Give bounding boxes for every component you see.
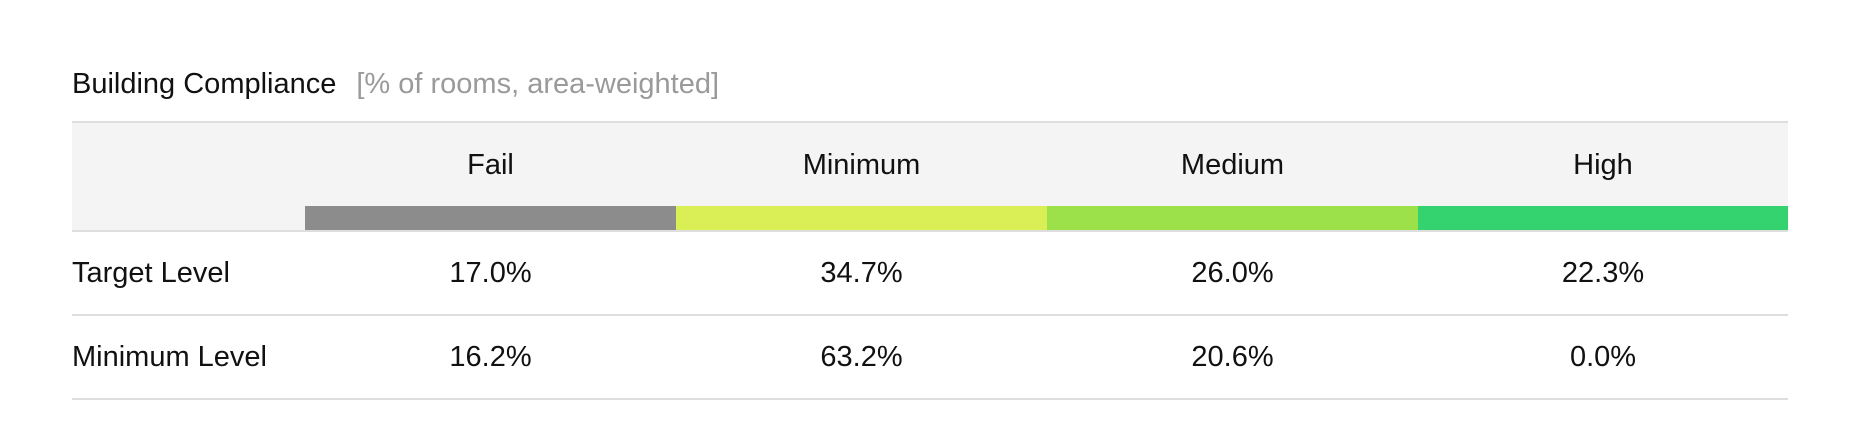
page-title: Building Compliance <box>72 68 337 100</box>
table-row-target-level: Target Level 17.0% 34.7% 26.0% 22.3% <box>72 232 1788 316</box>
column-label-fail: Fail <box>467 149 514 181</box>
column-header-high: High <box>1418 123 1788 230</box>
cell-minimum-minimum: 63.2% <box>820 341 903 373</box>
column-header-minimum: Minimum <box>676 123 1047 230</box>
color-swatch-fail <box>305 206 676 230</box>
cell-target-high: 22.3% <box>1561 257 1645 289</box>
cell-minimum-high: 0.0% <box>1569 341 1637 373</box>
column-header-fail: Fail <box>305 123 676 230</box>
table-row-minimum-level: Minimum Level 16.2% 63.2% 20.6% 0.0% <box>72 316 1788 400</box>
color-swatch-high <box>1418 206 1788 230</box>
cell-minimum-fail: 16.2% <box>449 341 532 373</box>
column-label-medium: Medium <box>1180 149 1285 181</box>
row-label-minimum-level: Minimum Level <box>72 341 267 373</box>
cell-minimum-medium: 20.6% <box>1191 341 1274 373</box>
column-label-high: High <box>1573 149 1633 181</box>
table-header: Fail Minimum Medium High <box>72 121 1788 232</box>
cell-target-fail: 17.0% <box>449 257 532 289</box>
column-label-minimum: Minimum <box>802 149 921 181</box>
cell-target-medium: 26.0% <box>1191 257 1274 289</box>
compliance-title-row: Building Compliance [% of rooms, area-wei… <box>72 64 719 104</box>
column-header-medium: Medium <box>1047 123 1418 230</box>
color-swatch-medium <box>1047 206 1418 230</box>
compliance-table: Fail Minimum Medium High Target Level 17… <box>72 121 1788 400</box>
cell-target-minimum: 34.7% <box>820 257 903 289</box>
page-subtitle: [% of rooms, area-weighted] <box>356 68 720 100</box>
color-swatch-minimum <box>676 206 1047 230</box>
row-label-target-level: Target Level <box>72 257 230 289</box>
